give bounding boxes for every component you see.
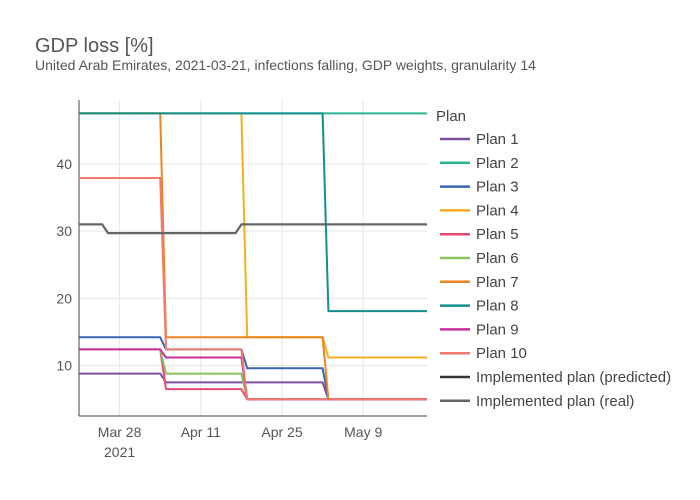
chart-subtitle: United Arab Emirates, 2021-03-21, infect… bbox=[35, 57, 536, 73]
legend-item[interactable]: Plan 10 bbox=[440, 345, 527, 362]
legend-label: Implemented plan (real) bbox=[476, 393, 634, 410]
y-tick-label: 20 bbox=[56, 290, 72, 306]
legend-label: Plan 4 bbox=[476, 202, 519, 219]
series-line-10 bbox=[79, 177, 427, 401]
legend-item[interactable]: Plan 7 bbox=[440, 274, 519, 291]
series-line-4 bbox=[79, 112, 427, 359]
series-line-12 bbox=[79, 223, 427, 235]
legend-item[interactable]: Plan 5 bbox=[440, 226, 519, 243]
y-tick-label: 30 bbox=[56, 223, 72, 239]
legend-label: Plan 1 bbox=[476, 131, 519, 148]
x-tick-sublabel: 2021 bbox=[104, 444, 135, 460]
series-line-11 bbox=[79, 223, 427, 235]
legend-item[interactable]: Plan 2 bbox=[440, 155, 519, 172]
legend-item[interactable]: Plan 9 bbox=[440, 321, 519, 338]
legend-item[interactable]: Plan 6 bbox=[440, 250, 519, 267]
legend-label: Plan 10 bbox=[476, 345, 527, 362]
legend-item[interactable]: Plan 8 bbox=[440, 298, 519, 315]
x-tick-label: May 9 bbox=[344, 424, 382, 440]
y-tick-label: 10 bbox=[56, 358, 72, 374]
chart-title: GDP loss [%] bbox=[35, 35, 154, 57]
legend-label: Plan 5 bbox=[476, 226, 519, 243]
legend-label: Plan 6 bbox=[476, 250, 519, 267]
x-tick-label: Mar 28 bbox=[98, 424, 142, 440]
series-line-7 bbox=[79, 112, 427, 401]
series-lines bbox=[79, 112, 427, 401]
legend-label: Plan 2 bbox=[476, 155, 519, 172]
x-tick-label: Apr 11 bbox=[181, 424, 221, 440]
legend-item[interactable]: Implemented plan (predicted) bbox=[440, 369, 671, 386]
legend-label: Plan 9 bbox=[476, 321, 519, 338]
series-line-3 bbox=[79, 336, 427, 401]
legend-item[interactable]: Implemented plan (real) bbox=[440, 393, 634, 410]
legend-label: Implemented plan (predicted) bbox=[476, 369, 671, 386]
series-line-1 bbox=[79, 372, 427, 401]
x-tick-label: Apr 25 bbox=[261, 424, 302, 440]
legend-label: Plan 3 bbox=[476, 179, 519, 196]
legend-title: Plan bbox=[436, 108, 466, 125]
grid bbox=[79, 100, 427, 416]
legend-item[interactable]: Plan 3 bbox=[440, 179, 519, 196]
legend-item[interactable]: Plan 1 bbox=[440, 131, 519, 148]
legend-item[interactable]: Plan 4 bbox=[440, 202, 519, 219]
legend-label: Plan 8 bbox=[476, 298, 519, 315]
series-line-8 bbox=[79, 112, 427, 313]
legend-label: Plan 7 bbox=[476, 274, 519, 291]
axes: 10 20 30 40 Mar 28 2021 Apr 11 Apr 25 May 9 bbox=[56, 100, 427, 460]
legend: Plan Plan 1 Plan 2 Plan 3 Plan 4 Plan 5 Plan 6… bbox=[436, 108, 671, 410]
y-tick-label: 40 bbox=[56, 156, 72, 172]
